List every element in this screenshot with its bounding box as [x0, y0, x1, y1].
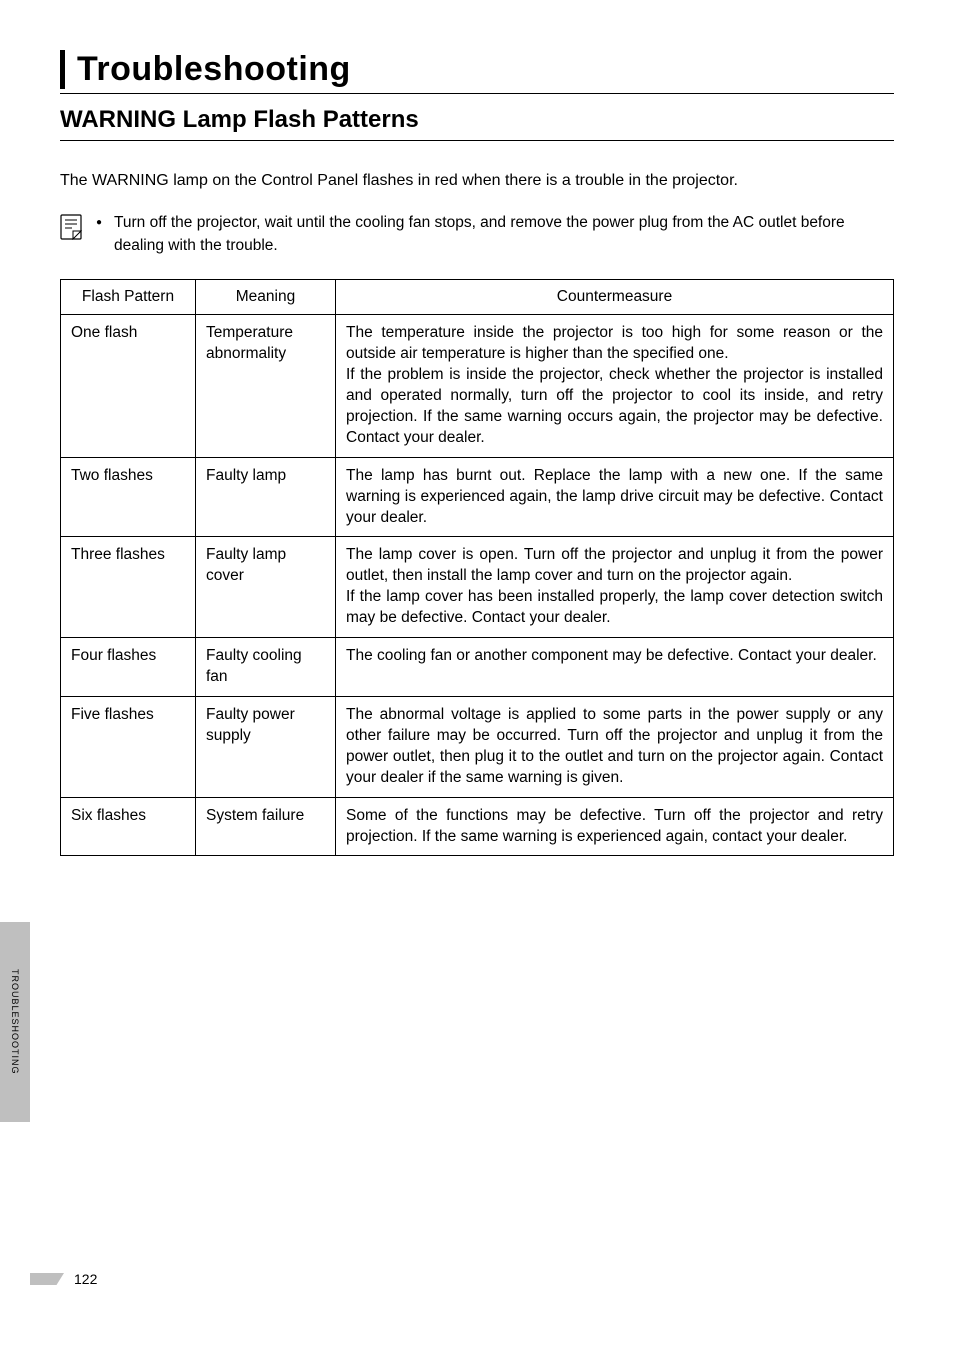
cell-pattern: Five flashes: [61, 696, 196, 797]
cell-pattern: Three flashes: [61, 537, 196, 638]
cell-counter: The lamp cover is open. Turn off the pro…: [336, 537, 894, 638]
page-number-wrap: 122: [30, 1271, 97, 1287]
cell-counter: The temperature inside the projector is …: [336, 315, 894, 458]
chapter-title: Troubleshooting: [77, 50, 894, 89]
note-text: Turn off the projector, wait until the c…: [96, 212, 894, 257]
side-tab: TROUBLESHOOTING: [0, 922, 30, 1122]
cell-meaning: Faulty lamp: [196, 457, 336, 537]
cell-pattern: One flash: [61, 315, 196, 458]
table-row: Four flashes Faulty cooling fan The cool…: [61, 638, 894, 697]
table-row: Three flashes Faulty lamp cover The lamp…: [61, 537, 894, 638]
note-block: Turn off the projector, wait until the c…: [60, 212, 894, 257]
divider: [60, 93, 894, 94]
cell-meaning: Faulty lamp cover: [196, 537, 336, 638]
th-pattern: Flash Pattern: [61, 280, 196, 315]
cell-meaning: Temperature abnormality: [196, 315, 336, 458]
cell-pattern: Six flashes: [61, 797, 196, 856]
flash-pattern-table: Flash Pattern Meaning Countermeasure One…: [60, 279, 894, 856]
th-meaning: Meaning: [196, 280, 336, 315]
table-row: Two flashes Faulty lamp The lamp has bur…: [61, 457, 894, 537]
chapter-title-wrap: Troubleshooting: [60, 50, 894, 89]
intro-paragraph: The WARNING lamp on the Control Panel fl…: [60, 169, 894, 192]
cell-meaning: System failure: [196, 797, 336, 856]
cell-pattern: Two flashes: [61, 457, 196, 537]
table-row: One flash Temperature abnormality The te…: [61, 315, 894, 458]
cell-counter: Some of the functions may be defective. …: [336, 797, 894, 856]
table-row: Five flashes Faulty power supply The abn…: [61, 696, 894, 797]
cell-pattern: Four flashes: [61, 638, 196, 697]
th-counter: Countermeasure: [336, 280, 894, 315]
section-title: WARNING Lamp Flash Patterns: [60, 106, 894, 134]
cell-counter: The abnormal voltage is applied to some …: [336, 696, 894, 797]
table-row: Six flashes System failure Some of the f…: [61, 797, 894, 856]
section-divider: [60, 140, 894, 141]
note-icon: [60, 214, 82, 240]
page-number-shape: [30, 1273, 64, 1285]
side-tab-label: TROUBLESHOOTING: [10, 969, 20, 1075]
cell-counter: The cooling fan or another component may…: [336, 638, 894, 697]
cell-meaning: Faulty power supply: [196, 696, 336, 797]
page-number: 122: [74, 1271, 97, 1287]
cell-counter: The lamp has burnt out. Replace the lamp…: [336, 457, 894, 537]
cell-meaning: Faulty cooling fan: [196, 638, 336, 697]
table-header-row: Flash Pattern Meaning Countermeasure: [61, 280, 894, 315]
